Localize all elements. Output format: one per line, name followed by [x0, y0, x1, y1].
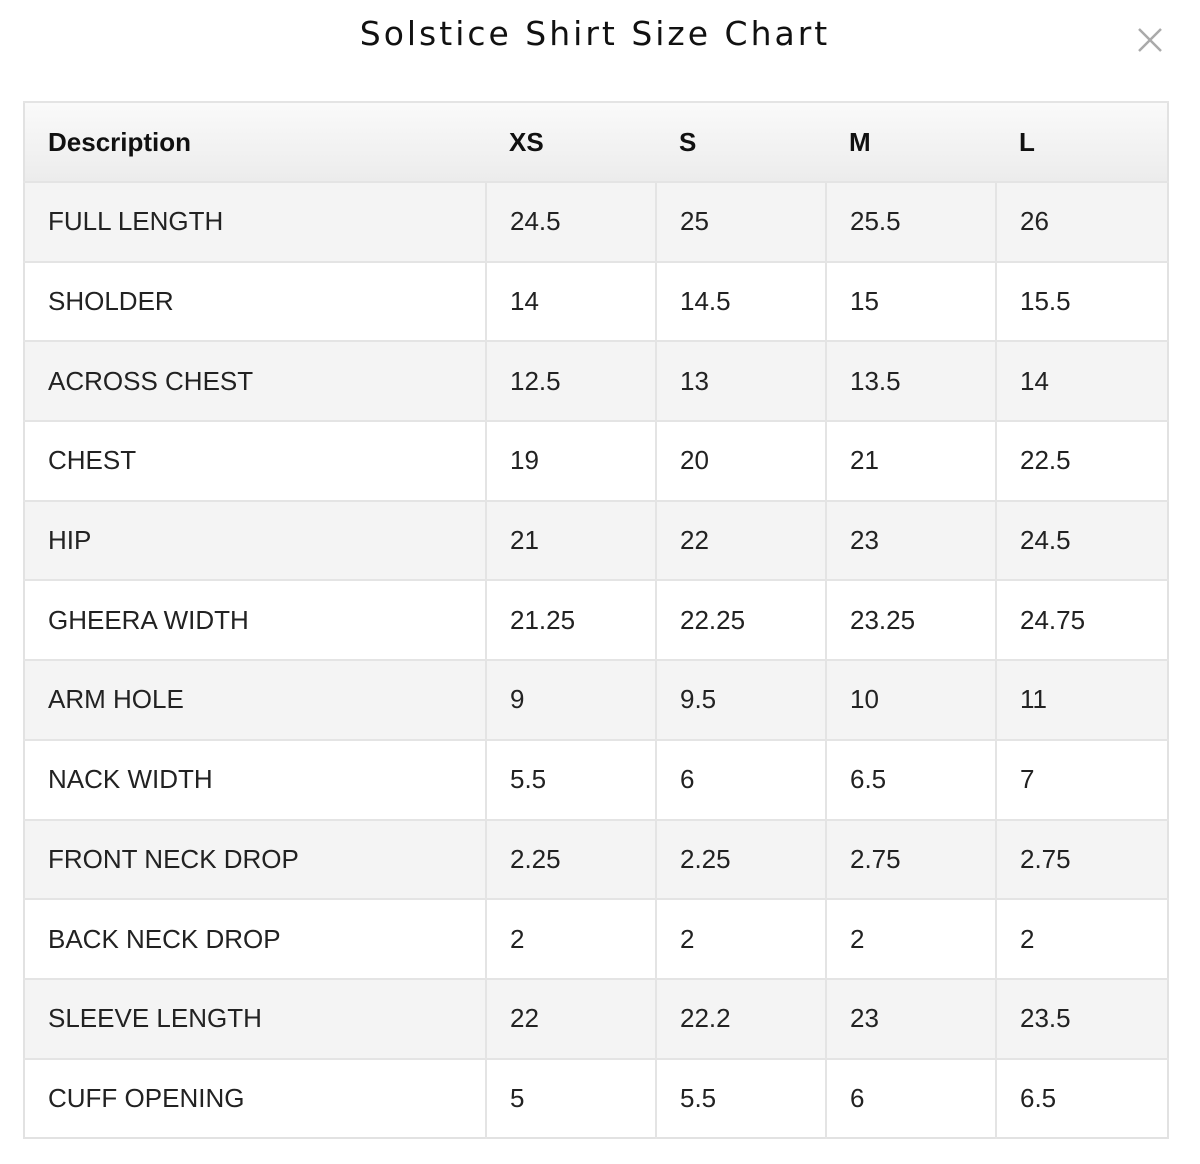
cell: 14.5: [655, 260, 826, 342]
row-label: SLEEVE LENGTH: [24, 977, 486, 1059]
cell: 2.25: [485, 818, 656, 900]
header-row: Description XS S M L: [24, 101, 1168, 182]
cell: 15.5: [995, 260, 1168, 342]
cell: 2: [995, 898, 1168, 979]
cell: 22: [485, 977, 656, 1059]
cell: 23.25: [825, 579, 996, 661]
cell: 25: [655, 181, 826, 262]
column-header: S: [656, 101, 826, 182]
row-label: CHEST: [24, 420, 486, 501]
cell: 5: [485, 1057, 656, 1139]
cell: 21: [485, 499, 656, 581]
column-header: L: [996, 101, 1168, 182]
row-label: FRONT NECK DROP: [24, 818, 486, 900]
cell: 14: [485, 260, 656, 342]
cell: 11: [995, 659, 1168, 740]
cell: 19: [485, 420, 656, 501]
cell: 2: [825, 898, 996, 979]
cell: 6: [825, 1057, 996, 1139]
column-header: M: [826, 101, 996, 182]
table-row: ACROSS CHEST 12.5 13 13.5 14: [24, 340, 1168, 422]
table-row: GHEERA WIDTH 21.25 22.25 23.25 24.75: [24, 579, 1168, 661]
cell: 25.5: [825, 181, 996, 262]
cell: 20: [655, 420, 826, 501]
size-table: Description XS S M L FULL LENGTH 24.5 25 25.5 26…: [23, 101, 1169, 1140]
table-row: ARM HOLE 9 9.5 10 11: [24, 659, 1168, 740]
row-label: FULL LENGTH: [24, 181, 486, 262]
cell: 13: [655, 340, 826, 422]
row-label: BACK NECK DROP: [24, 898, 486, 979]
cell: 5.5: [485, 738, 656, 820]
cell: 22.25: [655, 579, 826, 661]
cell: 10: [825, 659, 996, 740]
table-row: SHOLDER 14 14.5 15 15.5: [24, 260, 1168, 342]
cell: 24.5: [485, 181, 656, 262]
cell: 23: [825, 499, 996, 581]
table-row: BACK NECK DROP 2 2 2 2: [24, 898, 1168, 979]
table-row: SLEEVE LENGTH 22 22.2 23 23.5: [24, 977, 1168, 1059]
cell: 5.5: [655, 1057, 826, 1139]
table-row: CHEST 19 20 21 22.5: [24, 420, 1168, 501]
column-header: Description: [24, 101, 486, 182]
row-label: NACK WIDTH: [24, 738, 486, 820]
row-label: ARM HOLE: [24, 659, 486, 740]
row-label: ACROSS CHEST: [24, 340, 486, 422]
cell: 22: [655, 499, 826, 581]
table-row: FRONT NECK DROP 2.25 2.25 2.75 2.75: [24, 818, 1168, 900]
title: Solstice Shirt Size Chart: [359, 14, 831, 53]
cell: 23.5: [995, 977, 1168, 1059]
cell: 9.5: [655, 659, 826, 740]
cell: 13.5: [825, 340, 996, 422]
cell: 26: [995, 181, 1168, 262]
cell: 9: [485, 659, 656, 740]
cell: 24.75: [995, 579, 1168, 661]
cell: 7: [995, 738, 1168, 820]
table-row: NACK WIDTH 5.5 6 6.5 7: [24, 738, 1168, 820]
cell: 6.5: [825, 738, 996, 820]
cell: 21: [825, 420, 996, 501]
cell: 22.2: [655, 977, 826, 1059]
close-button[interactable]: [1137, 27, 1163, 53]
table-row: CUFF OPENING 5 5.5 6 6.5: [24, 1057, 1168, 1139]
column-header: XS: [486, 101, 656, 182]
cell: 6.5: [995, 1057, 1168, 1139]
table-row: HIP 21 22 23 24.5: [24, 499, 1168, 581]
cell: 2.75: [995, 818, 1168, 900]
row-label: CUFF OPENING: [24, 1057, 486, 1139]
cell: 2: [655, 898, 826, 979]
cell: 15: [825, 260, 996, 342]
row-label: GHEERA WIDTH: [24, 579, 486, 661]
table-row: FULL LENGTH 24.5 25 25.5 26: [24, 181, 1168, 262]
cell: 14: [995, 340, 1168, 422]
cell: 2: [485, 898, 656, 979]
cell: 2.75: [825, 818, 996, 900]
cell: 6: [655, 738, 826, 820]
cell: 24.5: [995, 499, 1168, 581]
row-label: SHOLDER: [24, 260, 486, 342]
cell: 12.5: [485, 340, 656, 422]
cell: 22.5: [995, 420, 1168, 501]
cell: 23: [825, 977, 996, 1059]
row-label: HIP: [24, 499, 486, 581]
cell: 2.25: [655, 818, 826, 900]
cell: 21.25: [485, 579, 656, 661]
